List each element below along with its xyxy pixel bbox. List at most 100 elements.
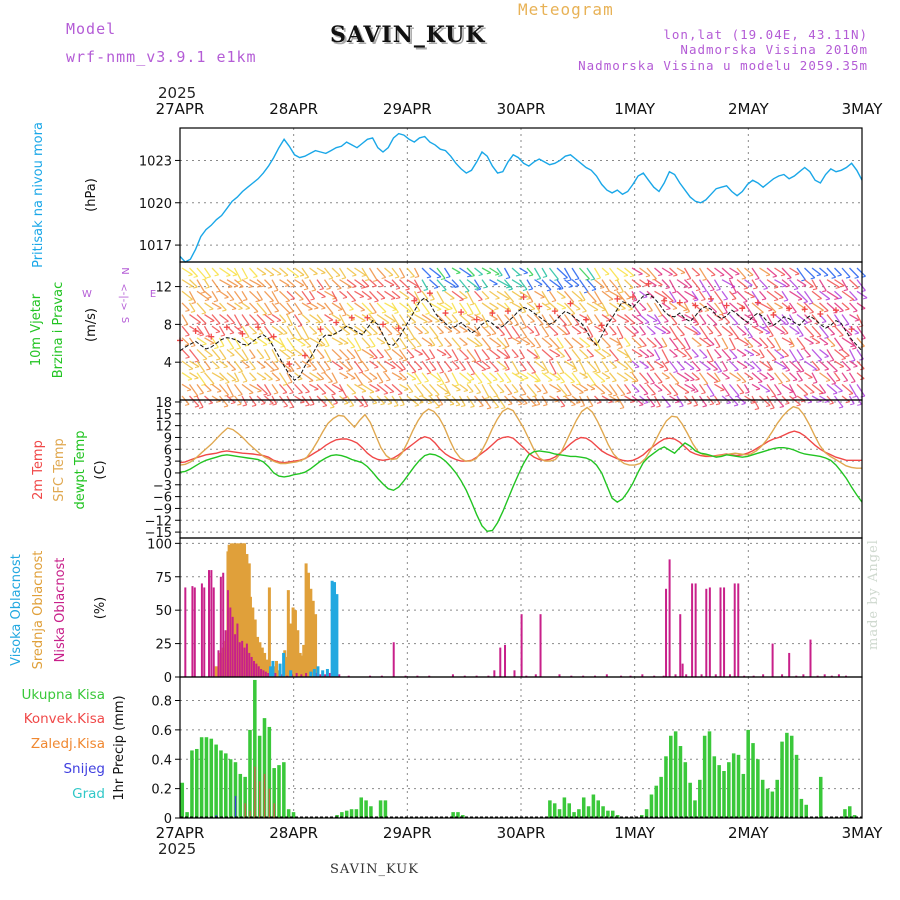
wind-barb-flag [680,334,685,337]
wind-barb [608,267,620,281]
wind-barb [203,325,211,336]
wind-barb-flag [364,369,369,372]
wind-barb-flag [484,396,490,400]
wind-barb [331,302,343,311]
wind-barb-flag [402,323,407,326]
cloud-bar [311,600,315,677]
wind-barb-flag [495,297,500,300]
wind-barb [796,325,804,336]
wind-barb [188,349,200,362]
wind-barb-flag [363,405,368,408]
wind-barb [526,325,535,333]
wind-barb [189,314,202,324]
wind-barb [309,314,321,323]
wind-barb-flag [684,391,690,394]
wind-barb [428,349,436,359]
wind-barb-flag [282,392,287,395]
wind-barb [811,349,823,361]
wind-barb [781,360,791,371]
wind-barb-flag [253,275,258,279]
wind-barb-flag [522,326,527,329]
wind-barb [233,383,243,395]
wind-barb-flag [406,311,412,314]
wind-barb-flag [672,291,677,294]
wind-barb-flag [318,344,323,347]
cloud-bar [263,652,267,677]
wind-barb [451,349,459,361]
wind-barb [496,348,509,358]
wind-barb-flag [693,390,699,393]
wind-barb-flag [661,332,666,335]
wind-barb-flag [643,393,648,396]
wind-barb-flag [548,358,554,361]
wind-barb-flag [386,348,391,351]
wind-barb-flag [202,343,207,346]
wind-barb-flag [674,401,680,404]
wind-barb [654,383,663,391]
wind-barb-flag [605,377,611,380]
wind-barb-flag [372,377,378,380]
wind-barb-flag [243,277,248,280]
wind-barb-flag [290,298,295,301]
wind-barb-flag [215,331,220,334]
wind-barb-flag [755,277,760,281]
wind-barb-flag [387,402,392,405]
wind-barb-flag [229,347,234,350]
x-tick-label-top: 28APR [269,100,318,118]
wind-barb [849,279,859,289]
wind-barb-flag [574,323,580,327]
wind-barb [211,302,222,309]
wind-barb-flag [461,405,466,408]
wind-barb-flag [666,332,671,335]
wind-barb [616,383,626,396]
wind-barb [294,360,302,369]
wind-barb-flag [644,366,649,369]
wind-barb [331,360,344,370]
wind-barb-flag [405,288,410,291]
wind-barb-flag [825,379,831,382]
temp-unit: (C) [93,460,108,479]
wind-barb [534,360,546,371]
wind-barb [316,290,326,298]
cloud-bar [262,670,265,677]
wind-barb [683,337,691,349]
wind-barb-flag [773,299,779,302]
wind-barb-flag [476,360,482,363]
wind-barb [841,360,851,371]
wind-barb-flag [821,321,827,324]
wind-barb-flag [495,273,500,276]
wind-barb [541,267,548,277]
wind-barb [541,372,553,381]
wind-barb-flag [445,276,451,279]
x-tick-label-top: 29APR [383,100,432,118]
wind-barb [339,372,349,379]
wind-gust-point [301,352,308,359]
wind-barb-flag [604,273,610,276]
wind-barb-flag [326,368,331,371]
wind-barb-flag [361,274,366,277]
wind-barb-flag [326,287,331,290]
wind-barb [713,372,721,382]
wind-barb [331,290,338,302]
wind-barb [203,279,210,288]
wind-barb-flag [541,369,546,372]
wind-barb [331,313,342,321]
wind-barb-flag [809,342,814,345]
wind-barb [616,302,626,310]
cloud-bar [620,675,623,677]
wind-barb [728,279,737,294]
wind-barb [744,267,754,276]
wind-barb [466,349,477,362]
wind-barb [391,302,399,313]
wind-barb [571,383,584,394]
cloud-bar [475,675,478,677]
wind-barb [744,279,753,286]
wind-barb-flag [320,344,326,347]
temp-line-2 [179,442,863,533]
wind-barb-flag [717,334,722,337]
cloud-bar [816,675,819,677]
wind-barb-flag [596,348,601,351]
wind-barb-flag [787,277,792,280]
wind-barb [339,360,351,371]
wind-barb-flag [185,356,190,359]
